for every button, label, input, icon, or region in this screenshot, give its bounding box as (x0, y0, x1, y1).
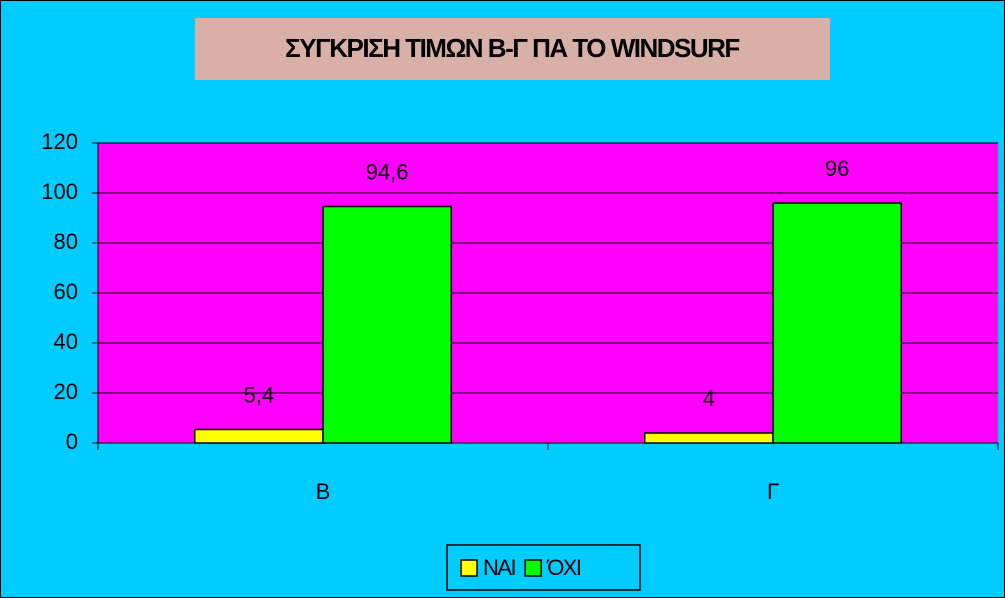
y-tick-label: 60 (54, 279, 78, 304)
bar (772, 202, 902, 444)
legend-label: ΝΑΙ (483, 555, 516, 580)
legend-box (446, 544, 641, 591)
legend-swatch (524, 559, 542, 577)
bar (644, 432, 774, 444)
y-tick-label: 40 (54, 329, 78, 354)
value-label: 4 (703, 386, 715, 411)
y-tick-label: 0 (66, 429, 78, 454)
x-tick-label: Γ (767, 479, 779, 504)
y-tick-label: 120 (41, 129, 78, 154)
x-tick-label: Β (316, 479, 331, 504)
y-tick-label: 20 (54, 379, 78, 404)
bar (322, 205, 452, 444)
value-label: 5,4 (244, 382, 275, 407)
y-tick-label: 80 (54, 229, 78, 254)
y-tick-label: 100 (41, 179, 78, 204)
chart-title: ΣΥΓΚΡΙΣΗ ΤΙΜΩΝ Β-Γ ΠΑ ΤΟ WINDSURF (285, 33, 739, 63)
legend-label: ΌΧΙ (546, 555, 581, 580)
value-label: 96 (825, 156, 849, 181)
bar (194, 428, 324, 444)
legend-swatch (460, 559, 478, 577)
value-label: 94,6 (366, 159, 409, 184)
title-box (195, 18, 830, 80)
